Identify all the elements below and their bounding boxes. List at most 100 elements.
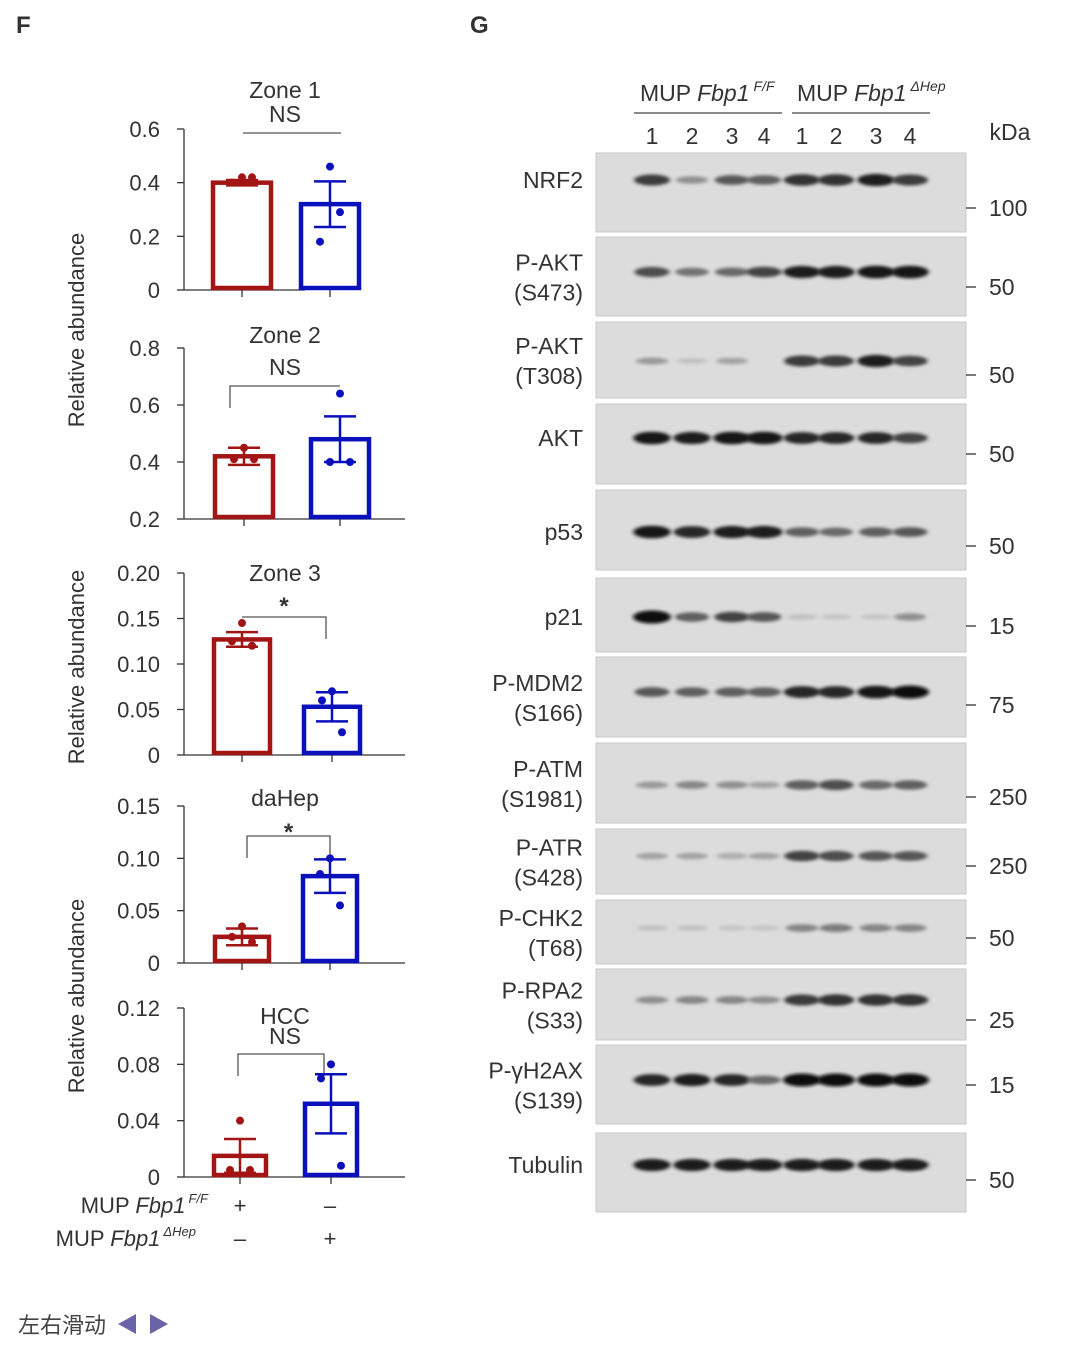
y-tick-label: 0 xyxy=(148,743,160,768)
kda-value: 100 xyxy=(989,195,1027,221)
blot-band xyxy=(892,780,928,790)
y-tick-label: 0.4 xyxy=(129,171,160,196)
protein-site-label: (T308) xyxy=(515,363,583,389)
chart-title: Zone 3 xyxy=(249,560,321,586)
data-point xyxy=(316,237,324,246)
blot-band xyxy=(676,925,708,931)
panel-label-f: F xyxy=(16,12,31,39)
data-point xyxy=(248,938,256,947)
y-tick-label: 0.04 xyxy=(117,1109,160,1134)
y-tick-label: 0 xyxy=(148,951,160,976)
blot-row-p-chk2: P-CHK2 (T68) 50 xyxy=(499,899,1015,965)
blot-band xyxy=(783,686,821,698)
blot-row-p-akt: P-AKT (S473) 50 xyxy=(514,236,1015,317)
blot-band xyxy=(634,266,670,278)
blot-row-akt: AKT 50 xyxy=(538,403,1015,485)
blot-band xyxy=(716,925,748,931)
blot-band xyxy=(892,174,928,186)
lane-number: 3 xyxy=(870,123,883,149)
blot-row-p-rpa2: P-RPA2 (S33) 25 xyxy=(502,968,1015,1041)
blot-band xyxy=(860,614,892,620)
blot-band xyxy=(892,432,928,444)
blot-band xyxy=(633,1158,671,1172)
protein-label: P-ATR xyxy=(516,835,583,861)
data-point xyxy=(338,728,346,737)
blot-band xyxy=(891,265,929,279)
chart-title: Zone 2 xyxy=(249,322,321,348)
blot-band xyxy=(891,1158,929,1172)
blot-band xyxy=(675,996,709,1004)
blot-band xyxy=(746,266,782,278)
blot-membrane xyxy=(596,1133,966,1212)
protein-label: NRF2 xyxy=(523,167,583,193)
kda-value: 50 xyxy=(989,1167,1015,1193)
genotype-mark: – xyxy=(234,1226,247,1251)
triangle-right-icon[interactable] xyxy=(148,1313,170,1335)
significance-label: NS xyxy=(269,101,301,127)
blot-band xyxy=(714,175,750,185)
blot-band xyxy=(675,267,709,277)
y-tick-label: 0.10 xyxy=(117,652,160,677)
blot-band xyxy=(716,852,748,860)
protein-label: P-γH2AX xyxy=(488,1058,583,1084)
blot-band xyxy=(784,355,820,367)
chart-title: daHep xyxy=(251,785,319,811)
data-point xyxy=(248,641,256,650)
blot-band xyxy=(857,173,895,187)
blot-band xyxy=(714,687,750,697)
blot-band xyxy=(784,850,820,862)
protein-site-label: (S473) xyxy=(514,280,583,306)
y-tick-label: 0.8 xyxy=(129,336,160,361)
significance-bracket xyxy=(242,616,327,639)
blot-band xyxy=(636,357,668,365)
bar-fbp1-ff xyxy=(211,637,273,756)
blot-border xyxy=(595,656,967,738)
kda-value: 50 xyxy=(989,925,1015,951)
blot-band xyxy=(857,432,895,444)
blot-band xyxy=(745,525,783,539)
blot-border xyxy=(595,489,967,571)
blot-row-p53: p53 50 xyxy=(545,489,1015,571)
blot-band xyxy=(747,1075,781,1085)
blot-band xyxy=(857,685,895,699)
blot-band xyxy=(635,996,669,1004)
data-point xyxy=(318,696,326,705)
data-point xyxy=(236,1116,244,1125)
blot-border xyxy=(595,403,967,485)
blot-band xyxy=(817,174,855,186)
data-point xyxy=(238,173,246,182)
blot-band xyxy=(817,1158,855,1172)
data-point xyxy=(240,443,248,452)
blot-row-p21: p21 15 xyxy=(545,577,1015,653)
blot-band xyxy=(633,1074,671,1086)
y-tick-label: 0.12 xyxy=(117,996,160,1021)
lane-number: 3 xyxy=(726,123,739,149)
kda-value: 15 xyxy=(989,613,1015,639)
blot-band xyxy=(893,924,927,932)
blot-band xyxy=(673,431,711,445)
blot-band xyxy=(817,265,855,279)
data-point xyxy=(238,619,246,628)
kda-value: 250 xyxy=(989,784,1027,810)
data-point xyxy=(228,178,236,187)
y-tick-label: 0.10 xyxy=(117,846,160,871)
blot-band xyxy=(715,996,749,1004)
protein-label: p53 xyxy=(545,519,583,545)
data-point xyxy=(316,870,324,879)
protein-label: AKT xyxy=(538,425,583,451)
genotype-mark: – xyxy=(324,1193,337,1218)
data-point xyxy=(230,455,238,464)
genotype-mark: + xyxy=(234,1193,247,1218)
kda-value: 50 xyxy=(989,533,1015,559)
protein-label: P-RPA2 xyxy=(502,978,583,1004)
blot-border xyxy=(595,1132,967,1213)
blot-band xyxy=(745,1158,783,1172)
y-tick-label: 0 xyxy=(148,1165,160,1190)
triangle-left-icon[interactable] xyxy=(116,1313,138,1335)
bar-fbp1-dhep xyxy=(302,1101,360,1178)
data-point xyxy=(328,687,336,696)
significance-bracket xyxy=(246,835,331,858)
data-point xyxy=(336,208,344,217)
blot-band xyxy=(819,923,853,933)
blot-border xyxy=(595,742,967,824)
